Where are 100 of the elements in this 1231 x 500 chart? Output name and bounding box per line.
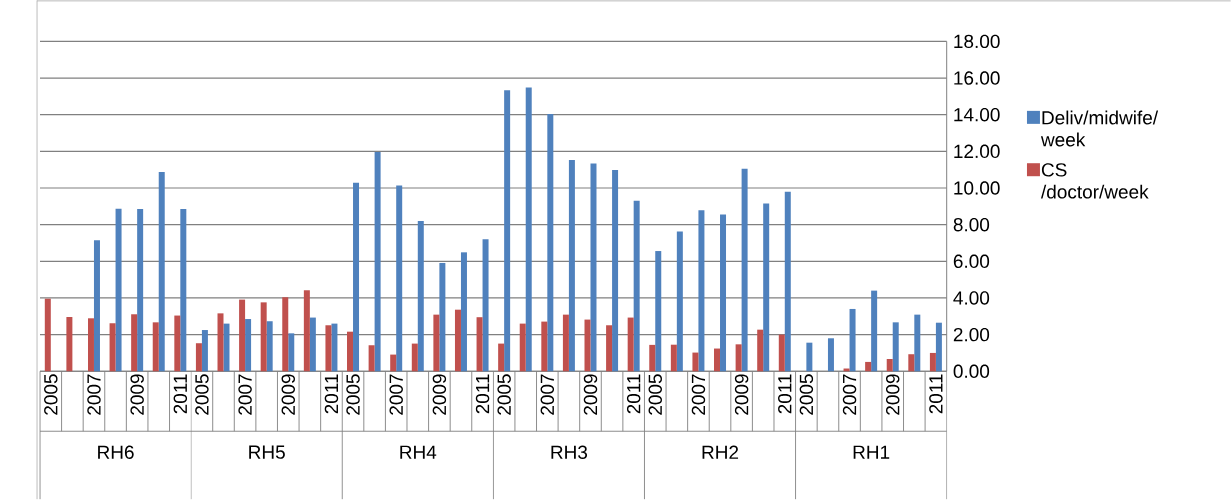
- bar: [655, 251, 662, 372]
- bar: [892, 322, 899, 372]
- bar: [568, 160, 575, 372]
- bar: [158, 172, 165, 372]
- text: RH5: [249, 445, 285, 460]
- bar: [763, 203, 770, 372]
- text: RH6: [98, 445, 134, 460]
- legend-label: CS /doctor/week: [1040, 163, 1149, 199]
- bar: [195, 343, 202, 372]
- bar: [115, 208, 122, 372]
- bar: [353, 182, 360, 372]
- bar: [562, 314, 569, 372]
- y-tick-label: 12.00: [954, 144, 1000, 159]
- bar: [590, 163, 597, 372]
- y-tick-label: 14.00: [954, 108, 1000, 122]
- x-tick-label: 2009: [583, 374, 598, 415]
- x-tick-label: 2007: [87, 374, 101, 415]
- bar: [368, 345, 375, 372]
- bar: [871, 290, 878, 372]
- bar: [303, 290, 310, 372]
- bar: [670, 344, 677, 372]
- y-tick-label: 18.00: [954, 34, 1000, 49]
- bar: [806, 342, 813, 372]
- text: RH3: [551, 445, 588, 460]
- x-tick-label: 2011: [626, 374, 641, 414]
- bar: [757, 329, 764, 372]
- bar: [498, 343, 505, 372]
- bar: [309, 317, 316, 372]
- bar: [714, 348, 721, 372]
- bar: [152, 322, 159, 372]
- bar: [93, 240, 100, 372]
- x-tick-label: 2005: [195, 374, 209, 415]
- bar: [784, 191, 791, 372]
- bar: [245, 319, 252, 372]
- bar: [44, 298, 51, 372]
- bar: [584, 319, 591, 372]
- bar: [778, 334, 785, 372]
- y-tick-label: 2.00: [953, 328, 990, 342]
- bar: [935, 322, 942, 372]
- bar: [865, 362, 872, 372]
- legend-label: Deliv/midwife/ week: [1040, 110, 1159, 147]
- x-tick-label: 2011: [929, 374, 943, 414]
- bar: [396, 185, 403, 372]
- bar: [886, 359, 893, 372]
- bar: [849, 309, 856, 372]
- x-tick-label: 2007: [842, 374, 857, 415]
- x-tick-label: 2005: [648, 374, 662, 415]
- bar: [433, 314, 440, 372]
- bar: [454, 309, 461, 372]
- x-tick-label: 2011: [173, 374, 188, 414]
- x-tick-label: 2005: [799, 374, 814, 415]
- bar: [109, 323, 116, 372]
- bar: [266, 321, 273, 372]
- bar: [131, 314, 138, 372]
- bar: [137, 209, 144, 372]
- bar: [460, 252, 467, 372]
- bar: [735, 344, 742, 372]
- x-tick-label: 2005: [44, 374, 58, 415]
- bar: [525, 87, 532, 372]
- bar: [627, 317, 634, 372]
- x-tick-label: 2009: [886, 374, 900, 415]
- bar: [649, 345, 656, 372]
- bar: [606, 325, 613, 372]
- bar: [180, 209, 187, 372]
- bar: [827, 338, 834, 372]
- y-tick-label: 16.00: [954, 71, 1000, 85]
- bar: [692, 352, 699, 372]
- bar: [439, 263, 446, 372]
- bar: [374, 152, 381, 372]
- x-tick-label: 2011: [324, 374, 339, 414]
- x-tick-label: 2011: [475, 374, 490, 414]
- bar: [541, 321, 548, 372]
- bar: [929, 353, 936, 372]
- x-tick-label: 2009: [130, 374, 144, 415]
- bar: [519, 323, 526, 372]
- bar: [676, 231, 683, 372]
- y-tick-label: 0.00: [953, 364, 990, 379]
- bar: [504, 90, 511, 372]
- bar: [547, 114, 554, 372]
- bar: [325, 325, 332, 372]
- bar: [908, 354, 915, 372]
- y-tick-label: 8.00: [953, 218, 990, 232]
- bar: [476, 317, 483, 372]
- bar: [612, 170, 619, 372]
- bar: [282, 297, 289, 372]
- bar: [288, 333, 295, 372]
- x-tick-label: 2007: [238, 374, 252, 415]
- x-tick-label: 2011: [778, 374, 792, 414]
- bar: [66, 317, 73, 372]
- y-tick-label: 10.00: [954, 181, 1000, 195]
- y-tick-label: 6.00: [953, 254, 990, 269]
- x-tick-label: 2007: [691, 374, 706, 415]
- bar: [239, 299, 246, 372]
- bar: [347, 331, 354, 372]
- text: RH1: [853, 445, 890, 459]
- x-tick-label: 2007: [389, 374, 403, 415]
- bar: [174, 315, 181, 372]
- x-tick-label: 2009: [734, 374, 749, 415]
- bar: [390, 354, 397, 372]
- bar: [411, 343, 418, 372]
